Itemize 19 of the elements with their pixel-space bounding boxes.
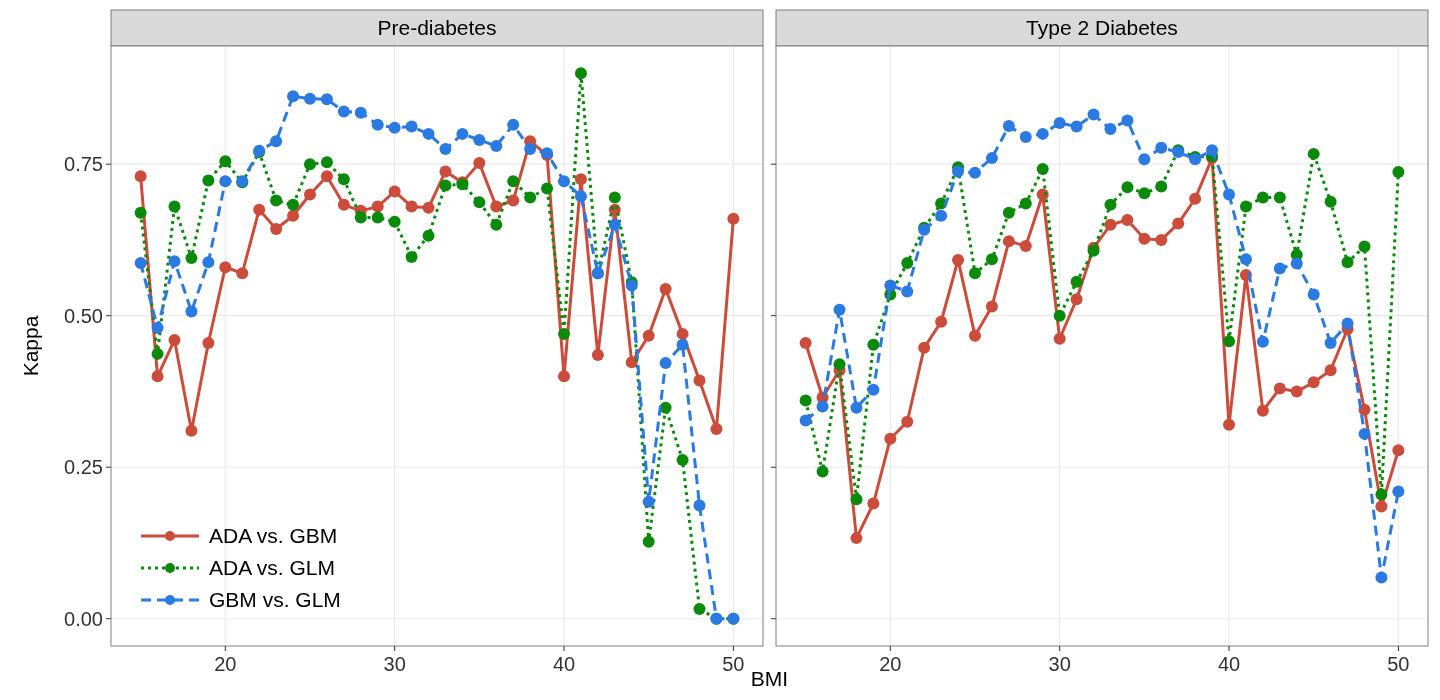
x-tick-label: 50 xyxy=(1387,653,1410,675)
y-tick-label: 0.50 xyxy=(64,304,103,327)
y-tick-label: 0.00 xyxy=(64,607,103,630)
x-tick-label: 20 xyxy=(879,653,902,675)
legend-label: ADA vs. GBM xyxy=(209,524,338,547)
y-tick-label: 0.75 xyxy=(64,153,103,176)
chart-title: Pre-diabetes xyxy=(377,16,497,39)
x-tick-label: 30 xyxy=(1048,653,1071,675)
legend-label: GBM vs. GLM xyxy=(209,588,341,611)
x-tick-label: 50 xyxy=(722,653,745,675)
y-tick-label: 0.25 xyxy=(64,456,103,479)
legend-label: ADA vs. GLM xyxy=(209,556,336,579)
chart-title: Type 2 Diabetes xyxy=(1026,16,1178,39)
x-axis-title: BMI xyxy=(750,667,789,690)
y-axis-title: Kappa xyxy=(19,315,42,377)
x-tick-label: 40 xyxy=(1217,653,1241,675)
x-tick-label: 20 xyxy=(214,653,237,675)
x-tick-label: 30 xyxy=(383,653,406,675)
x-tick-label: 40 xyxy=(552,653,576,675)
